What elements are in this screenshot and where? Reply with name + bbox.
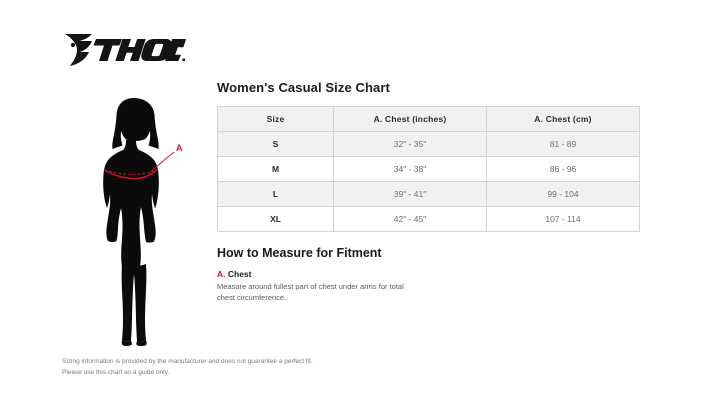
disclaimer-line-2: Please use this chart as a guide only.: [62, 369, 170, 377]
cell-size: L: [217, 180, 334, 207]
thor-logo: [62, 30, 188, 70]
body-silhouette-figure: A: [76, 96, 196, 348]
measure-item-description: Measure around fullest part of chest und…: [217, 281, 404, 302]
disclaimer-line-1: Sizing information is provided by the ma…: [62, 358, 313, 365]
female-silhouette-icon: [103, 98, 159, 347]
cell-size: XL: [217, 205, 334, 232]
how-to-measure-title: How to Measure for Fitment: [217, 245, 382, 260]
disclaimer: Sizing information is provided by the ma…: [62, 356, 392, 378]
cell-chest-inches: 32" - 35": [333, 130, 487, 157]
cell-chest-cm: 107 - 114: [486, 205, 640, 232]
measure-item-chest: A. Chest Measure around fullest part of …: [217, 269, 639, 304]
table-row: M 34" - 38" 86 - 96: [217, 155, 640, 182]
chart-content: Women's Casual Size Chart Size A. Chest …: [217, 80, 640, 304]
measure-item-label: A. Chest: [217, 269, 639, 280]
chest-measure-line: [104, 168, 158, 180]
cell-size: S: [217, 130, 334, 157]
chest-leader-line: [149, 151, 175, 173]
thor-wordmark: [93, 39, 186, 62]
column-header-size: Size: [217, 105, 334, 132]
cell-size: M: [217, 155, 334, 182]
thor-helmet-icon: [65, 34, 92, 66]
column-header-chest-in: A. Chest (inches): [333, 105, 487, 132]
measure-item-name: Chest: [227, 268, 252, 279]
chest-marker-label: A: [176, 143, 183, 153]
cell-chest-inches: 39" - 41": [333, 180, 487, 207]
page-title: Women's Casual Size Chart: [217, 80, 390, 95]
cell-chest-inches: 42" - 45": [333, 205, 487, 232]
cell-chest-cm: 86 - 96: [486, 155, 640, 182]
cell-chest-cm: 99 - 104: [486, 180, 640, 207]
table-row: S 32" - 35" 81 - 89: [217, 130, 640, 157]
cell-chest-cm: 81 - 89: [486, 130, 640, 157]
table-row: XL 42" - 45" 107 - 114: [217, 205, 640, 232]
table-row: L 39" - 41" 99 - 104: [217, 180, 640, 207]
cell-chest-inches: 34" - 38": [333, 155, 487, 182]
table-header-row: Size A. Chest (inches) A. Chest (cm): [217, 105, 640, 132]
column-header-chest-cm: A. Chest (cm): [486, 105, 640, 132]
measure-item-key: A.: [217, 268, 226, 279]
size-chart-table: Size A. Chest (inches) A. Chest (cm) S 3…: [217, 105, 640, 232]
